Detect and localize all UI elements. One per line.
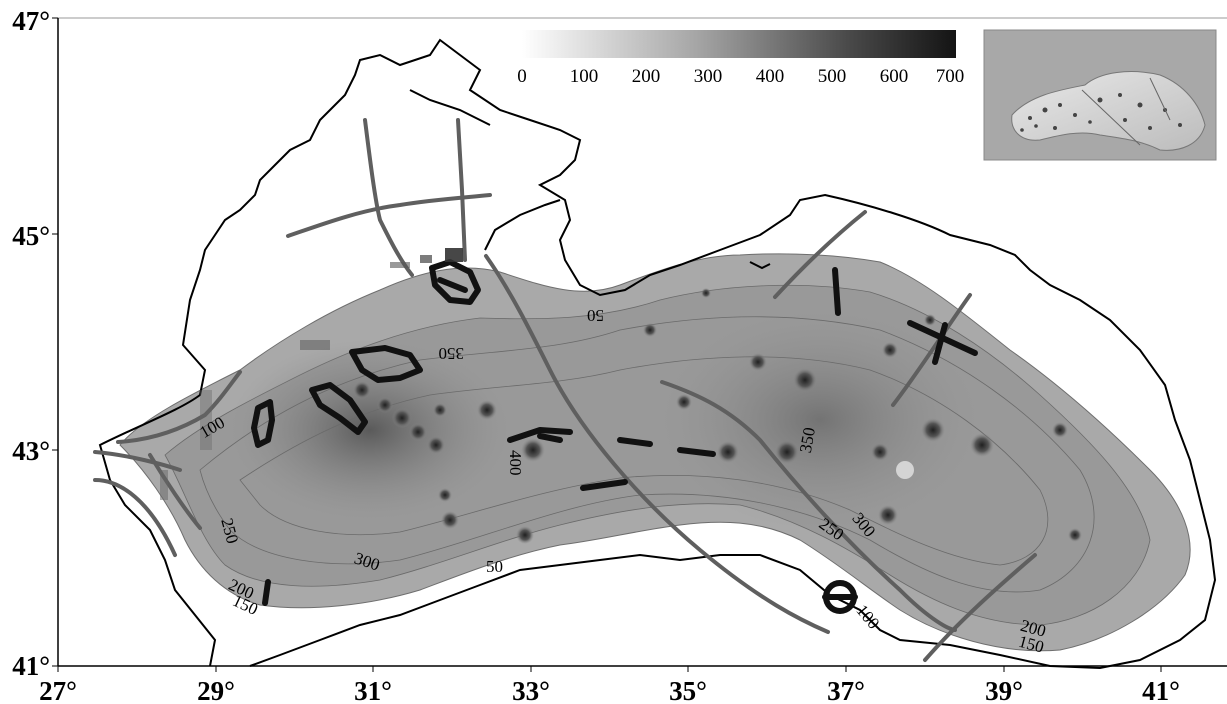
y-tick-41: 41° [12,651,50,681]
x-tick-41: 41° [1142,676,1180,704]
colorbar-label-0: 0 [517,66,527,87]
colorbar-label-300: 300 [694,66,723,87]
contour-label-400-central: 400 [506,450,525,476]
y-axis-ticks: 47° 45° 43° 41° [12,6,50,681]
y-tick-45: 45° [12,221,50,251]
colorbar-label-500: 500 [818,66,847,87]
x-tick-35: 35° [669,676,707,704]
colorbar-gradient [522,30,956,58]
colorbar-label-700: 700 [936,66,965,87]
coastline [98,38,1217,670]
x-axis-ticks: 27° 29° 31° 33° 35° 37° 39° 41° [39,676,1180,704]
x-tick-37: 37° [827,676,865,704]
contour-label-50-north: 50 [587,306,604,325]
inset-relief-view [983,29,1217,161]
x-tick-39: 39° [985,676,1023,704]
fault-lines [93,118,1037,662]
crimea-coast [409,89,771,270]
y-tick-47: 47° [12,6,50,36]
x-tick-27: 27° [39,676,77,704]
colorbar-label-100: 100 [570,66,599,87]
colorbar: 0 100 200 300 400 500 600 700 [517,30,964,87]
basin-shading [119,253,1191,652]
contour-label-350-west: 350 [439,344,465,363]
x-tick-33: 33° [512,676,550,704]
highlight-features [251,259,978,614]
axis-tick-marks [52,17,1162,672]
colorbar-label-400: 400 [756,66,785,87]
x-tick-31: 31° [354,676,392,704]
point-scatter [160,248,463,500]
colorbar-label-200: 200 [632,66,661,87]
contour-label-350-east: 350 [796,426,819,454]
contour-label-50-south: 50 [486,557,503,576]
colorbar-label-600: 600 [880,66,909,87]
x-tick-29: 29° [197,676,235,704]
y-tick-43: 43° [12,436,50,466]
